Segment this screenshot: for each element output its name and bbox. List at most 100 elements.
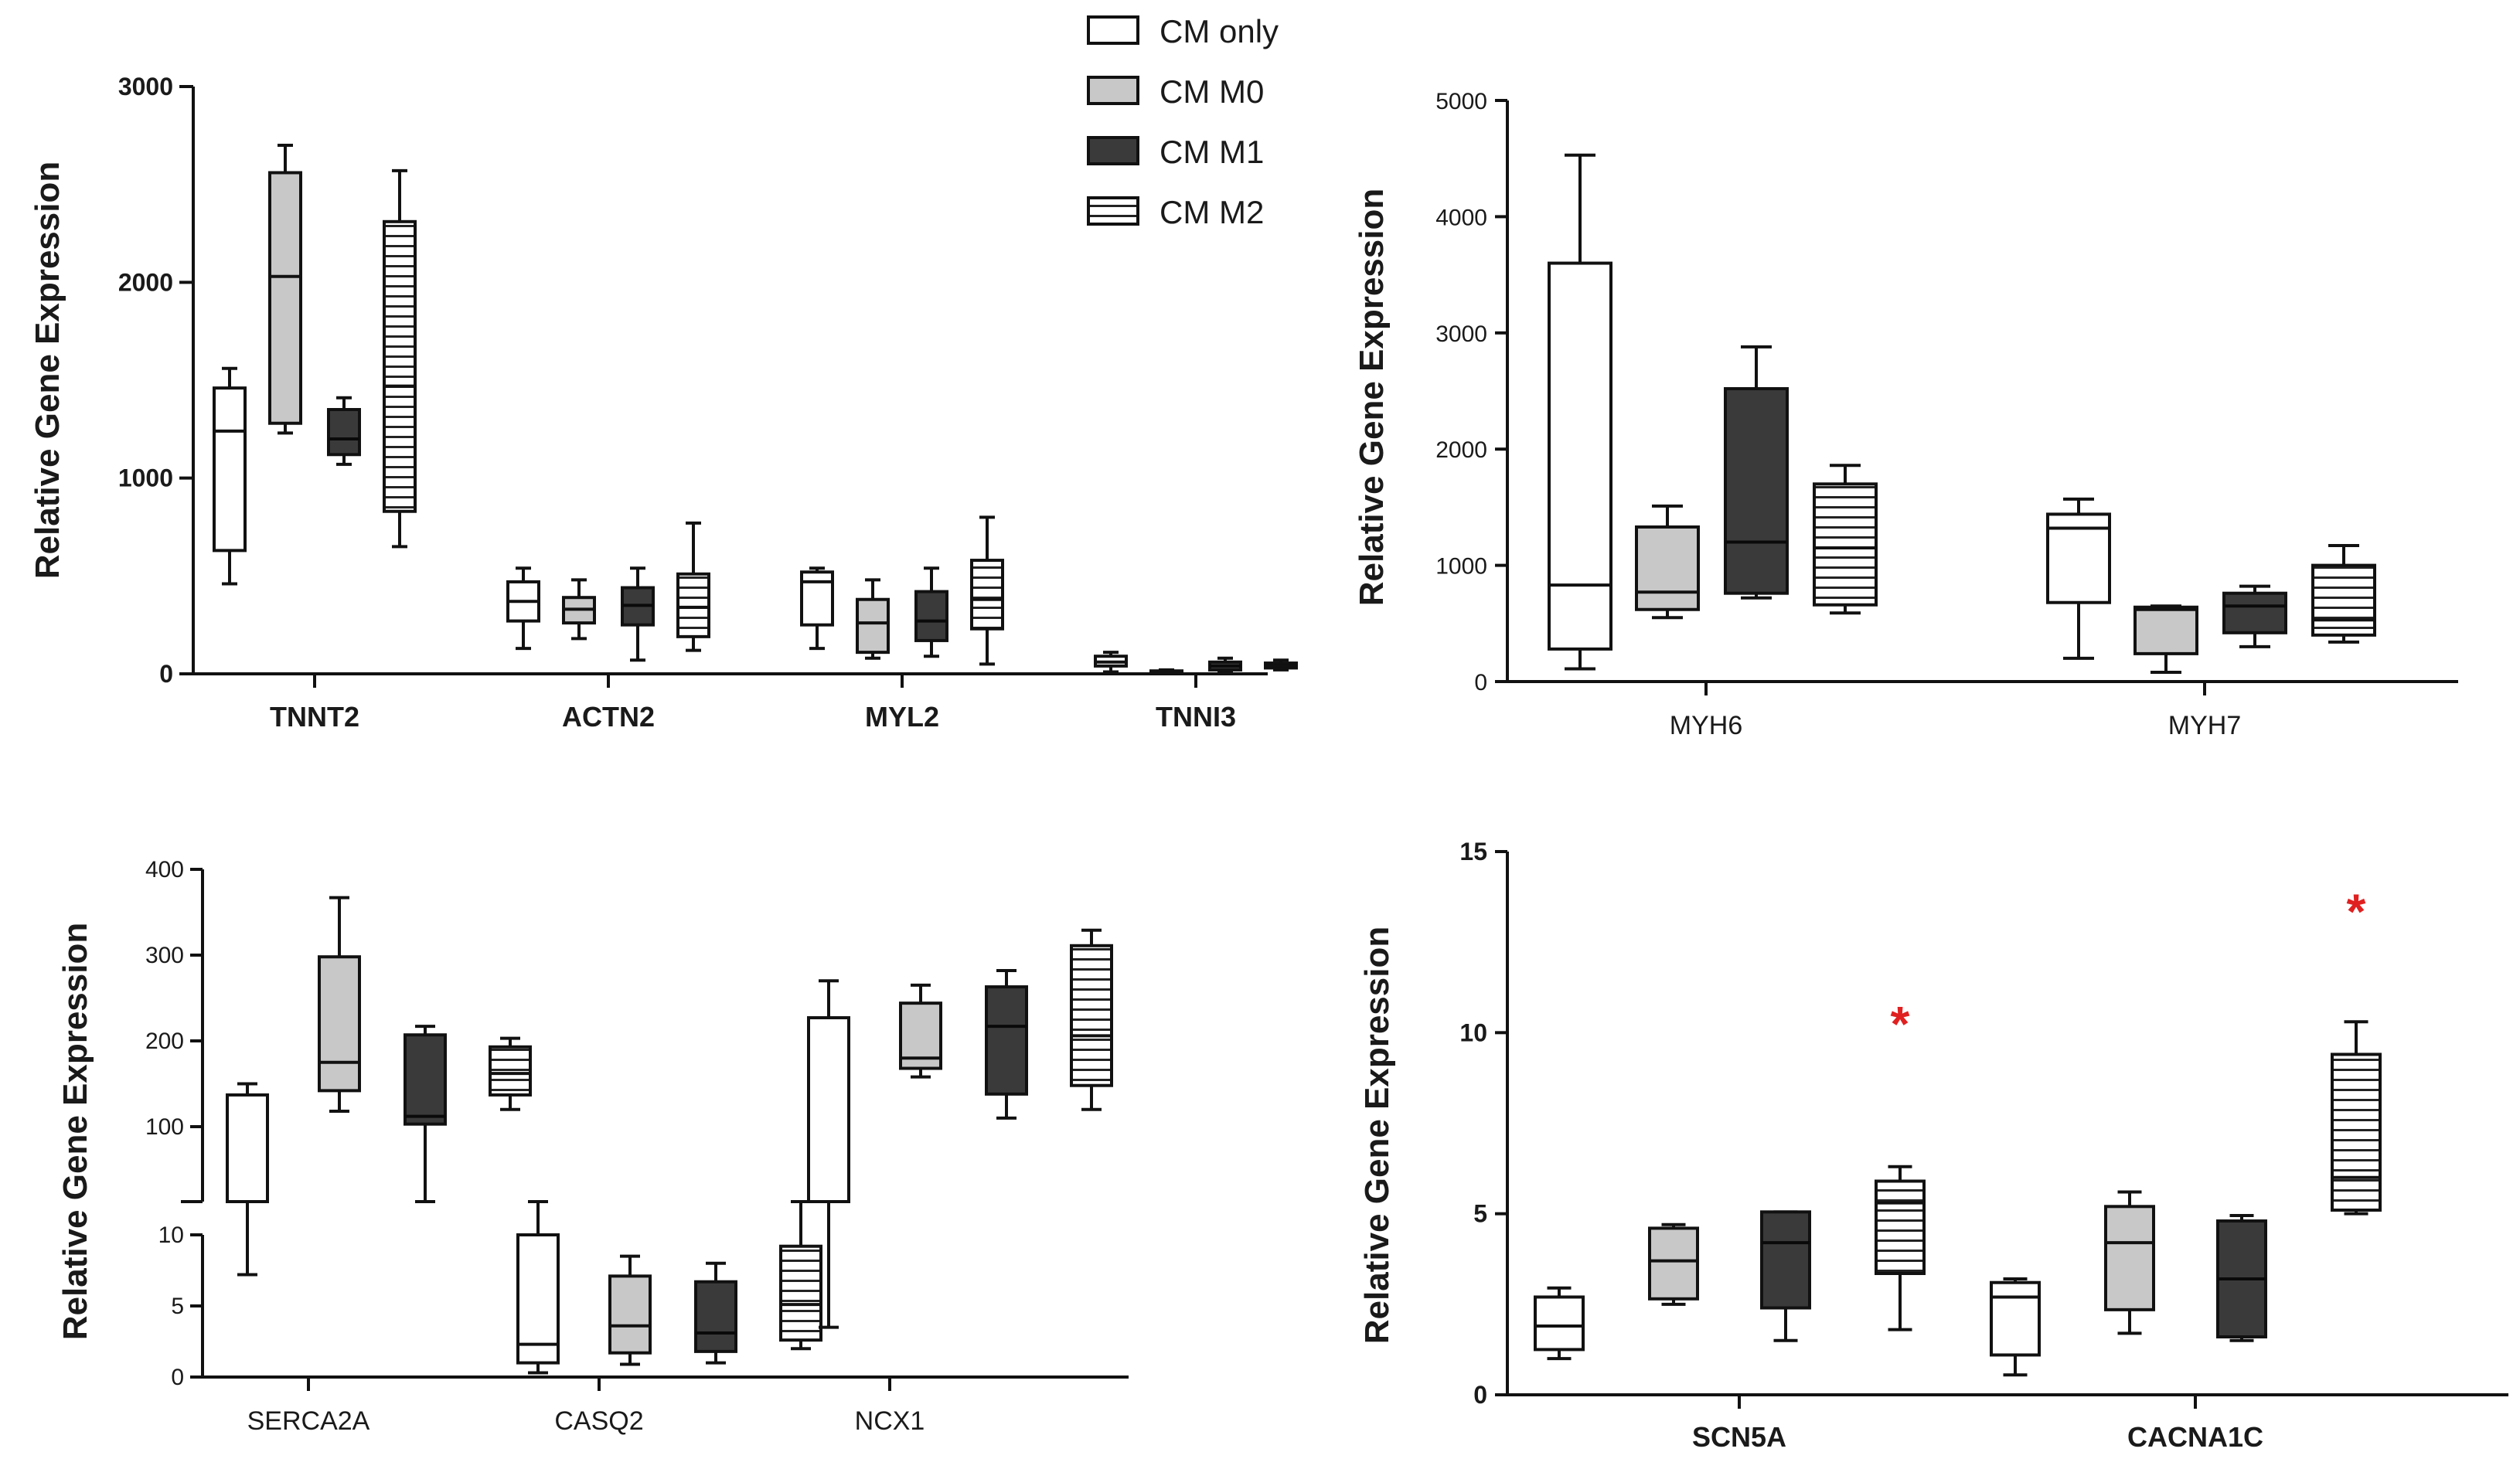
x-tick-label-tnnt2: TNNT2	[270, 701, 359, 733]
box-tnni3-cm-m2	[1264, 658, 1298, 672]
y-tick-label: 3000	[1435, 321, 1487, 347]
y-tick-label: 10	[1459, 1018, 1487, 1046]
y-tick-label: 0	[1473, 1381, 1487, 1409]
y-tick-label: 10	[158, 1222, 184, 1248]
box-body	[856, 597, 890, 655]
box-serca2a-cm-m2	[489, 1036, 532, 1111]
legend-swatch-cm-m0	[1087, 76, 1139, 105]
box-body	[516, 1233, 560, 1365]
box-body	[1635, 525, 1700, 611]
y-tick-label: 400	[145, 857, 184, 882]
y-axis-label: Relative Gene Expression	[1353, 189, 1391, 606]
box-body	[676, 572, 710, 638]
y-tick-label: 4000	[1435, 205, 1487, 230]
box-actn2-cm-m2	[676, 521, 710, 652]
y-tick-label: 3000	[118, 73, 173, 100]
box-actn2-cm-m0	[562, 578, 596, 641]
y-tick-label: 1000	[118, 464, 173, 492]
box-tnni3-cm-m1	[1208, 656, 1242, 674]
box-body	[800, 570, 834, 627]
box-actn2-cm-only	[506, 566, 540, 651]
box-body	[1070, 944, 1113, 1087]
box-myl2-cm-m2	[970, 515, 1004, 666]
box-ncx1-cm-m2	[1070, 928, 1113, 1111]
box-body	[213, 386, 247, 553]
legend-label-cm-m0: CM M0	[1160, 73, 1264, 110]
legend: CM only CM M0 CM M1 CM M2	[1087, 13, 1279, 230]
box-myh6-cm-m1	[1724, 345, 1789, 600]
legend-item-cm-m2: CM M2	[1087, 194, 1264, 230]
box-body	[985, 985, 1028, 1096]
box-body	[1760, 1210, 1811, 1310]
chart-panel-bottom-left: 0 5 10 100 200 300 400 Relative Gene Expression…	[56, 857, 1129, 1436]
box-body	[914, 590, 948, 642]
box-tnnt2-cm-m2	[383, 168, 417, 549]
box-myh7-cm-m2	[2311, 544, 2376, 644]
significance-marker: *	[1891, 996, 1910, 1052]
y-tick-label: 5000	[1435, 89, 1487, 114]
box-body	[779, 1244, 822, 1342]
x-tick-label-scn5a: SCN5A	[1692, 1421, 1786, 1453]
box-cacna1c-cm-m0	[2104, 1190, 2155, 1335]
x-tick-label-actn2: ACTN2	[562, 701, 655, 733]
box-ncx1-cm-m0	[899, 983, 942, 1079]
box-body	[1548, 261, 1612, 651]
y-tick-label: 1000	[1435, 554, 1487, 580]
legend-label-cm-m1: CM M1	[1160, 134, 1264, 170]
box-tnnt2-cm-only	[213, 366, 247, 586]
box-body	[694, 1280, 737, 1353]
chart-panel-bottom-right: 0 5 10 15 Relative Gene Expression SCN5A CACNA…	[1358, 838, 2508, 1453]
box-body	[1990, 1280, 2041, 1357]
legend-label-cm-only: CM only	[1160, 13, 1279, 49]
box-body	[2133, 605, 2198, 655]
legend-swatch-cm-m1	[1087, 136, 1139, 165]
chart-panel-top-right: 0 1000 2000 3000 4000 5000 Relative Gene Expre…	[1353, 89, 2458, 740]
box-body	[318, 955, 361, 1093]
box-myl2-cm-m1	[914, 566, 948, 658]
box-myh6-cm-m0	[1635, 504, 1700, 620]
x-tick-label-myh7: MYH7	[2168, 711, 2241, 740]
box-cacna1c-cm-only	[1990, 1277, 2041, 1377]
box-scn5a-cm-only	[1534, 1286, 1585, 1361]
chart-panel-top-left: 0 1000 2000 3000 Relative Gene Expression TNN…	[29, 73, 1298, 733]
box-body	[2104, 1205, 2155, 1311]
x-tick-label-serca2a: SERCA2A	[247, 1406, 370, 1436]
legend-swatch-cm-m2	[1087, 196, 1139, 226]
box-serca2a-cm-m1	[404, 1025, 447, 1203]
box-myl2-cm-m0	[856, 578, 890, 660]
box-cacna1c-cm-m1	[2216, 1214, 2267, 1342]
box-myl2-cm-only	[800, 566, 834, 651]
box-body	[2222, 591, 2287, 634]
y-tick-label: 300	[145, 943, 184, 968]
y-tick-label: 2000	[118, 268, 173, 296]
box-body	[489, 1045, 532, 1097]
legend-item-cm-only: CM only	[1087, 13, 1279, 49]
x-tick-label-tnni3: TNNI3	[1156, 701, 1236, 733]
box-body	[1875, 1179, 1926, 1275]
x-tick-label-cacna1c: CACNA1C	[2127, 1421, 2263, 1453]
box-body	[1648, 1226, 1699, 1301]
box-body	[1534, 1295, 1585, 1352]
box-ncx1-cm-m1	[985, 968, 1028, 1120]
box-myh7-cm-m1	[2222, 584, 2287, 648]
box-cacna1c-cm-m2	[2331, 1020, 2382, 1216]
box-body	[327, 408, 361, 457]
box-scn5a-cm-m2	[1875, 1165, 1926, 1331]
x-tick-label-casq2: CASQ2	[554, 1406, 643, 1436]
box-casq2-cm-only	[516, 1200, 560, 1375]
x-tick-label-myh6: MYH6	[1670, 711, 1742, 740]
box-tnni3-cm-only	[1094, 651, 1128, 674]
y-tick-label: 200	[145, 1029, 184, 1054]
y-tick-label: 0	[1474, 670, 1487, 695]
box-myh7-cm-m0	[2133, 604, 2198, 674]
legend-label-cm-m2: CM M2	[1160, 194, 1264, 230]
box-body	[383, 219, 417, 513]
y-axis-label: Relative Gene Expression	[1358, 927, 1396, 1344]
box-casq2-cm-m2	[779, 1200, 822, 1351]
legend-item-cm-m1: CM M1	[1087, 134, 1264, 170]
box-body	[608, 1274, 652, 1355]
box-ncx1-cm-only	[807, 979, 850, 1329]
box-serca2a-cm-only	[226, 1082, 269, 1277]
box-body	[1724, 386, 1789, 595]
